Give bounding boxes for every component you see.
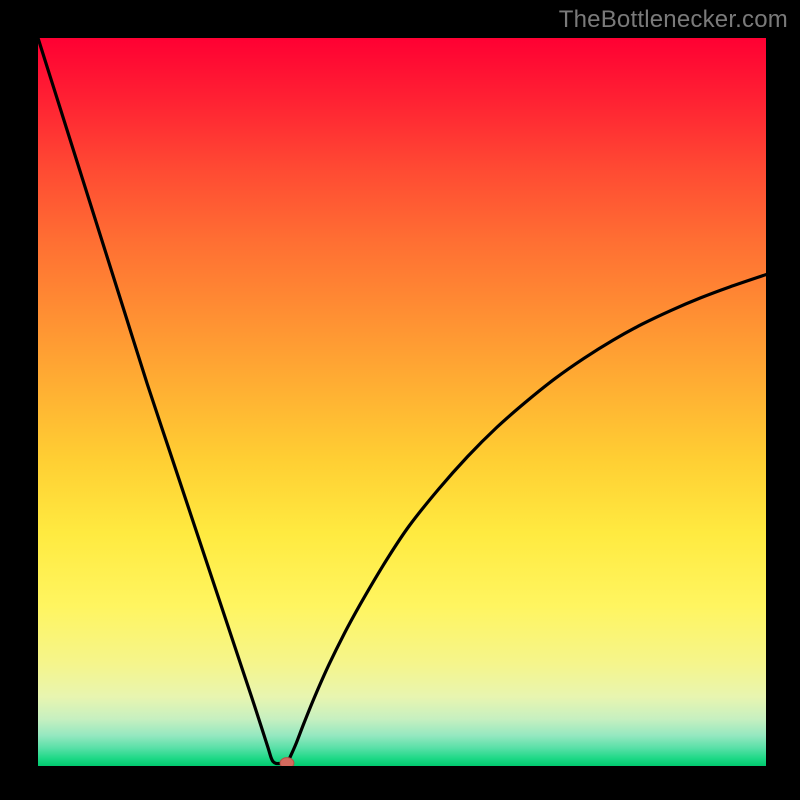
watermark-text: TheBottlenecker.com	[559, 6, 788, 34]
plot-area	[38, 38, 766, 766]
optimal-point-marker	[280, 758, 294, 766]
chart-frame: TheBottlenecker.com	[0, 0, 800, 800]
chart-svg	[38, 38, 766, 766]
gradient-background	[38, 38, 766, 766]
